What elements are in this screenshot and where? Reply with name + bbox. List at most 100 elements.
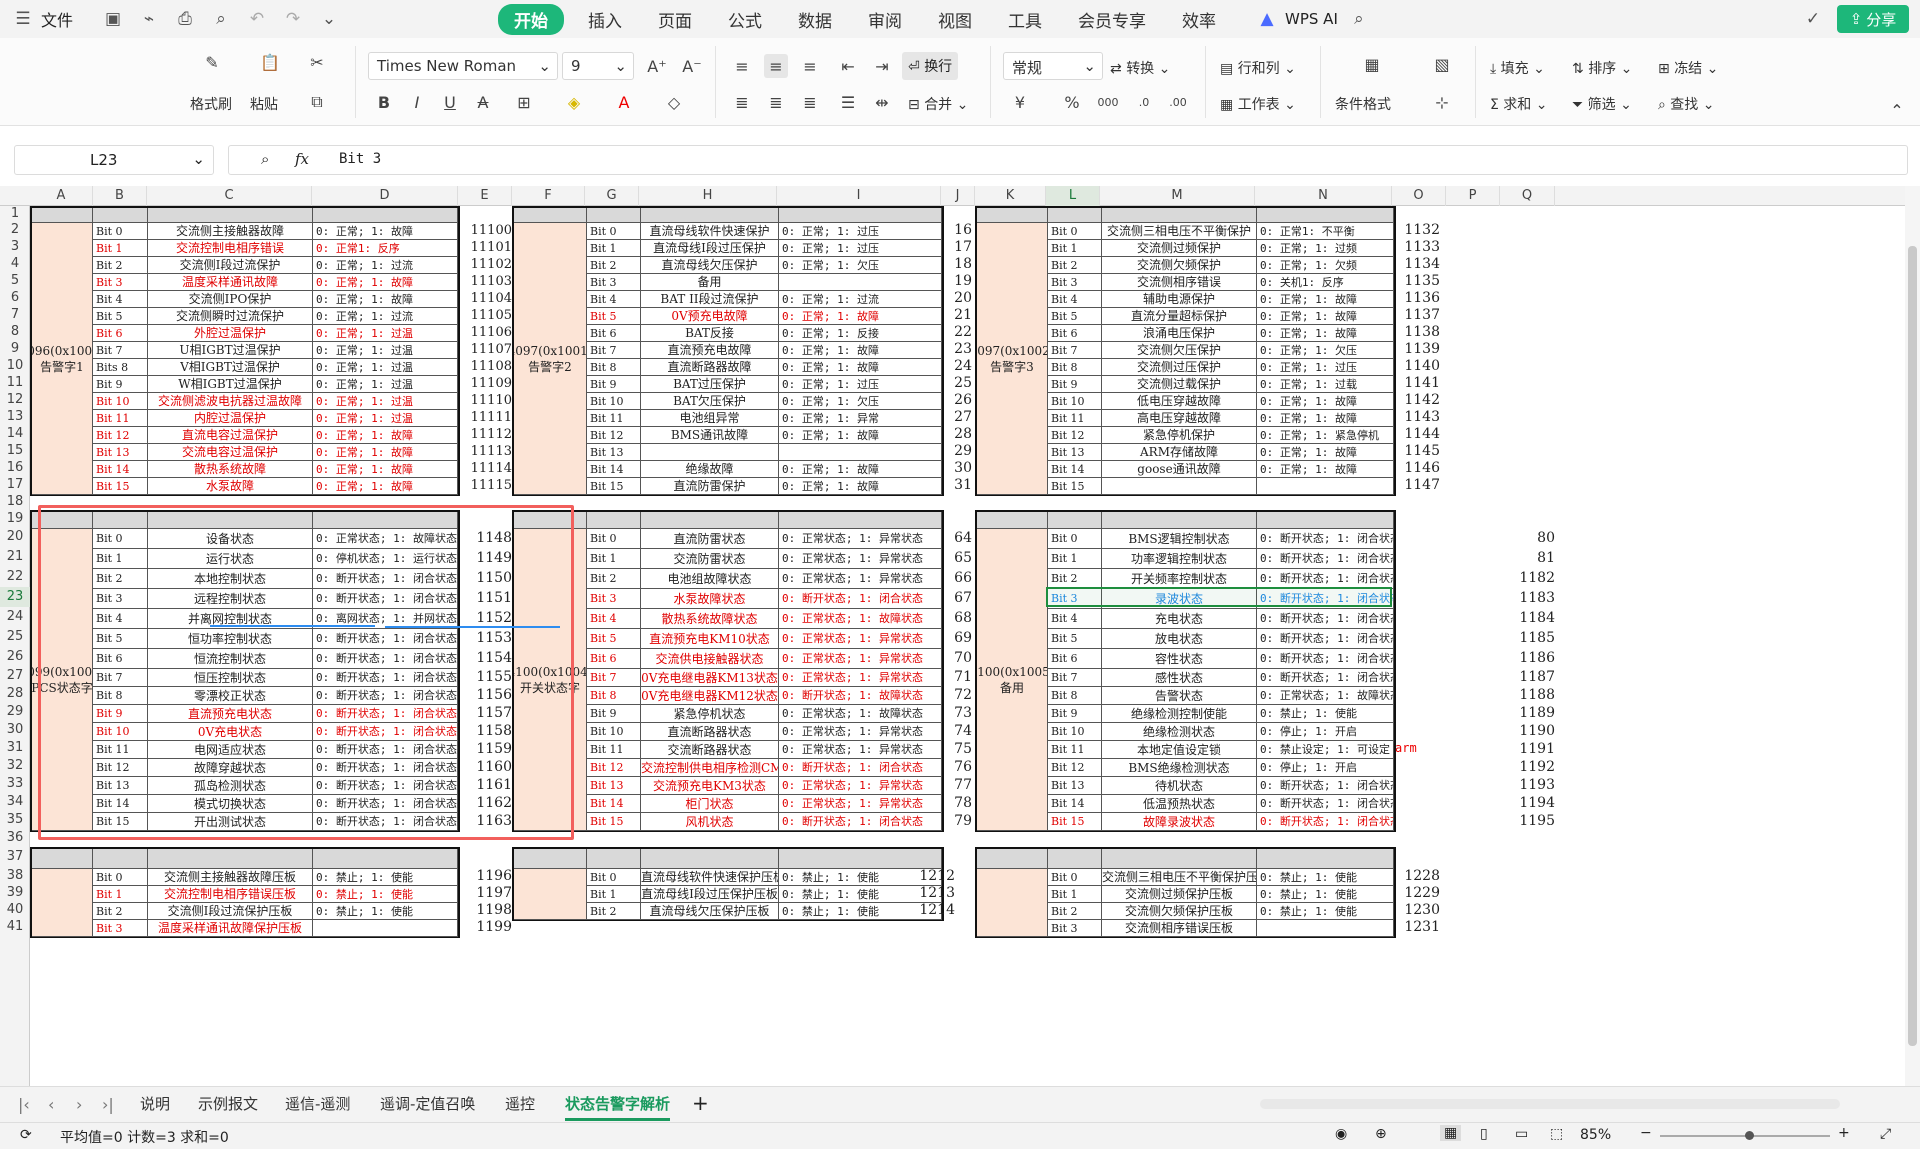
indent-increase-icon[interactable]: ⇥ — [875, 56, 889, 76]
fill-button[interactable]: ⤓ 填充 ⌄ — [1490, 61, 1545, 77]
selected-cell[interactable] — [1046, 587, 1392, 607]
freeze-button[interactable]: ⊞ 冻结 ⌄ — [1658, 61, 1719, 77]
row-header-40[interactable]: 40 — [6, 902, 24, 917]
conditional-format-button[interactable]: 条件格式 — [1335, 97, 1391, 113]
horizontal-scrollbar[interactable] — [1260, 1099, 1840, 1109]
column-header-G[interactable]: G — [585, 186, 639, 206]
cut-icon[interactable]: ✂ — [310, 52, 324, 72]
ribbon-tab-2[interactable]: 页面 — [658, 11, 693, 32]
decimal-decrease-icon[interactable]: .00 — [1169, 95, 1187, 109]
wps-ai-button[interactable]: WPS AI — [1285, 10, 1338, 28]
row-header-32[interactable]: 32 — [6, 758, 24, 773]
row-header-30[interactable]: 30 — [6, 722, 24, 737]
row-header-22[interactable]: 22 — [6, 569, 24, 584]
fx-icon[interactable]: fx — [295, 150, 310, 168]
align-right-icon[interactable]: ≣ — [803, 92, 817, 112]
collapse-ribbon-icon[interactable]: ⌃ — [1890, 100, 1904, 120]
column-header-H[interactable]: H — [639, 186, 777, 206]
normal-view-icon[interactable]: ▦ — [1440, 1125, 1462, 1141]
ribbon-tab-8[interactable]: 会员专享 — [1078, 11, 1147, 32]
column-header-D[interactable]: D — [312, 186, 458, 206]
name-box[interactable]: L23 ⌄ — [14, 145, 214, 175]
convert-button[interactable]: ⇄ 转换 ⌄ — [1110, 61, 1171, 77]
underline-button[interactable]: U — [444, 92, 456, 112]
row-header-9[interactable]: 9 — [10, 341, 20, 356]
column-header-K[interactable]: K — [975, 186, 1046, 206]
sheet-tab-0[interactable]: 说明 — [140, 1095, 171, 1113]
row-header-27[interactable]: 27 — [6, 668, 24, 683]
row-header-25[interactable]: 25 — [6, 629, 24, 644]
page-break-icon[interactable]: ▭ — [1515, 1126, 1529, 1142]
font-color-icon[interactable]: A — [618, 92, 630, 112]
row-header-11[interactable]: 11 — [6, 375, 24, 390]
column-header-E[interactable]: E — [458, 186, 512, 206]
column-header-A[interactable]: A — [30, 186, 93, 206]
format-painter-button[interactable]: 格式刷 — [190, 97, 232, 113]
row-header-39[interactable]: 39 — [6, 885, 24, 900]
sheet-tab-3[interactable]: 遥调-定值召唤 — [380, 1095, 476, 1113]
ribbon-tab-7[interactable]: 工具 — [1008, 11, 1043, 32]
column-header-F[interactable]: F — [512, 186, 585, 206]
view-options-icon[interactable]: ⊕ — [1375, 1126, 1387, 1142]
save-icon[interactable]: ▣ — [104, 9, 122, 29]
font-family-select[interactable]: Times New Roman ⌄ — [368, 52, 558, 80]
align-top-icon[interactable]: ≡ — [735, 56, 749, 76]
row-header-7[interactable]: 7 — [10, 307, 20, 322]
row-header-18[interactable]: 18 — [6, 494, 24, 509]
scroll-thumb[interactable] — [1908, 246, 1917, 1046]
file-menu[interactable]: 文件 — [41, 11, 74, 30]
row-header-1[interactable]: 1 — [10, 206, 20, 221]
status-refresh-icon[interactable]: ⟳ — [20, 1127, 32, 1143]
conditional-format-icon[interactable]: ▦ — [1364, 54, 1380, 74]
chevron-down-icon[interactable]: ⌄ — [321, 9, 337, 29]
column-header-O[interactable]: O — [1392, 186, 1446, 206]
italic-button[interactable]: I — [414, 92, 420, 112]
increase-font-icon[interactable]: A⁺ — [647, 56, 667, 76]
row-header-21[interactable]: 21 — [6, 549, 24, 564]
thousands-button[interactable]: 000 — [1097, 95, 1119, 109]
zoom-slider-thumb[interactable] — [1745, 1131, 1754, 1140]
first-sheet-icon[interactable]: |‹ — [18, 1095, 30, 1114]
menu-icon[interactable]: ☰ — [15, 9, 31, 29]
row-header-33[interactable]: 33 — [6, 776, 24, 791]
distributed-icon[interactable]: ⇹ — [875, 92, 889, 112]
percent-button[interactable]: % — [1064, 92, 1080, 112]
fullscreen-icon[interactable]: ⤢ — [1880, 1126, 1892, 1142]
row-header-28[interactable]: 28 — [6, 686, 24, 701]
zoom-search-icon[interactable]: ⌕ — [261, 150, 270, 168]
rows-cols-button[interactable]: ▤ 行和列 ⌄ — [1220, 61, 1296, 77]
redo-icon[interactable]: ↷ — [285, 9, 301, 29]
sheet-tab-2[interactable]: 遥信-遥测 — [285, 1095, 351, 1113]
row-header-35[interactable]: 35 — [6, 812, 24, 827]
column-header-J[interactable]: J — [941, 186, 975, 206]
bold-button[interactable]: B — [377, 92, 391, 112]
row-header-26[interactable]: 26 — [6, 649, 24, 664]
row-header-8[interactable]: 8 — [10, 324, 20, 339]
number-format-select[interactable]: 常规 ⌄ — [1003, 52, 1103, 80]
column-header-P[interactable]: P — [1446, 186, 1500, 206]
worksheet-button[interactable]: ▦ 工作表 ⌄ — [1220, 97, 1296, 113]
ribbon-tab-6[interactable]: 视图 — [938, 11, 973, 32]
row-header-29[interactable]: 29 — [6, 704, 24, 719]
wrap-text-button[interactable]: ⏎ 换行 — [902, 52, 959, 80]
clear-format-icon[interactable]: ◇ — [667, 92, 681, 112]
sheet-tab-5[interactable]: 状态告警字解析 — [565, 1093, 671, 1121]
share-button[interactable]: ⇪ 分享 — [1837, 5, 1909, 33]
formula-input[interactable]: ⌕ fx Bit 3 — [228, 145, 1908, 175]
filter-button[interactable]: ⏷ 筛选 ⌄ — [1572, 97, 1632, 113]
row-header-5[interactable]: 5 — [10, 273, 20, 288]
row-header-6[interactable]: 6 — [10, 290, 20, 305]
column-header-I[interactable]: I — [777, 186, 941, 206]
undo-icon[interactable]: ↶ — [249, 9, 265, 29]
find-button[interactable]: ⌕ 查找 ⌄ — [1658, 97, 1715, 113]
font-size-select[interactable]: 9 ⌄ — [562, 52, 634, 80]
paste-icon[interactable]: 📋 — [260, 52, 280, 72]
decimal-increase-icon[interactable]: .0 — [1138, 95, 1150, 109]
row-header-3[interactable]: 3 — [10, 239, 20, 254]
reading-mode-icon[interactable]: ⬚ — [1550, 1126, 1564, 1142]
row-header-14[interactable]: 14 — [6, 426, 24, 441]
prev-sheet-icon[interactable]: ‹ — [48, 1095, 55, 1114]
column-header-B[interactable]: B — [93, 186, 147, 206]
cell-style-icon[interactable]: ▧ — [1434, 54, 1450, 74]
